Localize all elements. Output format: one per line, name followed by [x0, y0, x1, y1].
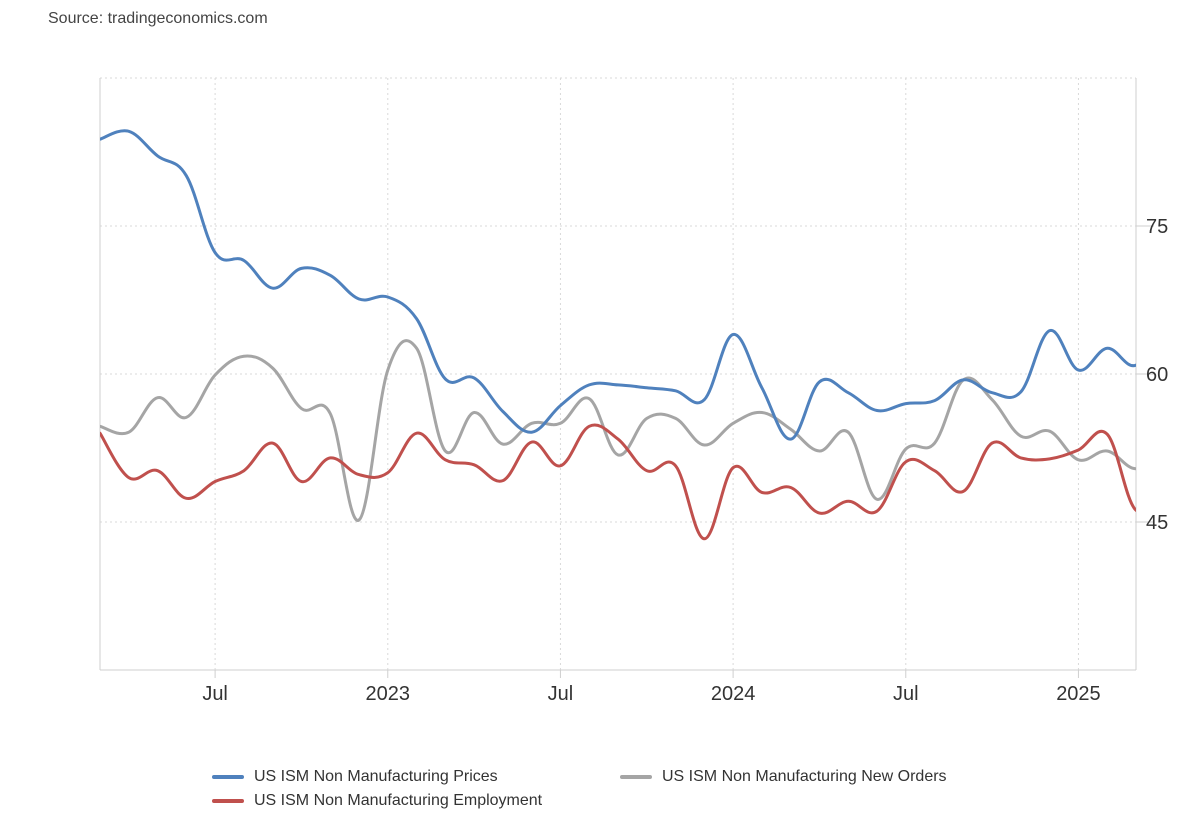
legend-swatch-employment — [212, 799, 244, 803]
x-tick-label: 2024 — [711, 683, 756, 705]
legend: US ISM Non Manufacturing Prices US ISM N… — [212, 768, 1032, 818]
y-tick-label: 75 — [1146, 216, 1168, 238]
x-tick-labels: Jul 2023 Jul 2024 Jul 2025 — [202, 683, 1100, 705]
series-line-employment — [100, 423, 1136, 541]
x-tick-label: Jul — [202, 683, 228, 705]
legend-label-prices: US ISM Non Manufacturing Prices — [254, 768, 498, 785]
source-label: Source: tradingeconomics.com — [48, 10, 268, 27]
x-tick-label: 2025 — [1056, 683, 1101, 705]
x-tick-label: Jul — [893, 683, 919, 705]
x-tick-label: Jul — [548, 683, 574, 705]
legend-swatch-new-orders — [620, 775, 652, 779]
legend-label-employment: US ISM Non Manufacturing Employment — [254, 792, 543, 809]
y-tick-labels: 45 60 75 — [1146, 216, 1168, 534]
legend-item-employment[interactable]: US ISM Non Manufacturing Employment — [212, 792, 542, 810]
legend-swatch-prices — [212, 775, 244, 779]
y-tick-label: 45 — [1146, 512, 1168, 534]
y-tick-label: 60 — [1146, 364, 1168, 386]
legend-item-prices[interactable]: US ISM Non Manufacturing Prices — [212, 768, 498, 786]
x-tick-label: 2023 — [366, 683, 411, 705]
series-line-new-orders — [100, 339, 1136, 522]
grid-lines — [100, 77, 1136, 670]
series-lines — [100, 129, 1136, 541]
axes — [99, 78, 1154, 678]
legend-item-new-orders[interactable]: US ISM Non Manufacturing New Orders — [620, 768, 947, 786]
line-chart: 45 60 75 Jul 2023 Jul 2024 Jul 2025 — [99, 77, 1168, 705]
legend-label-new-orders: US ISM Non Manufacturing New Orders — [662, 768, 947, 785]
series-line-prices — [100, 129, 1136, 441]
